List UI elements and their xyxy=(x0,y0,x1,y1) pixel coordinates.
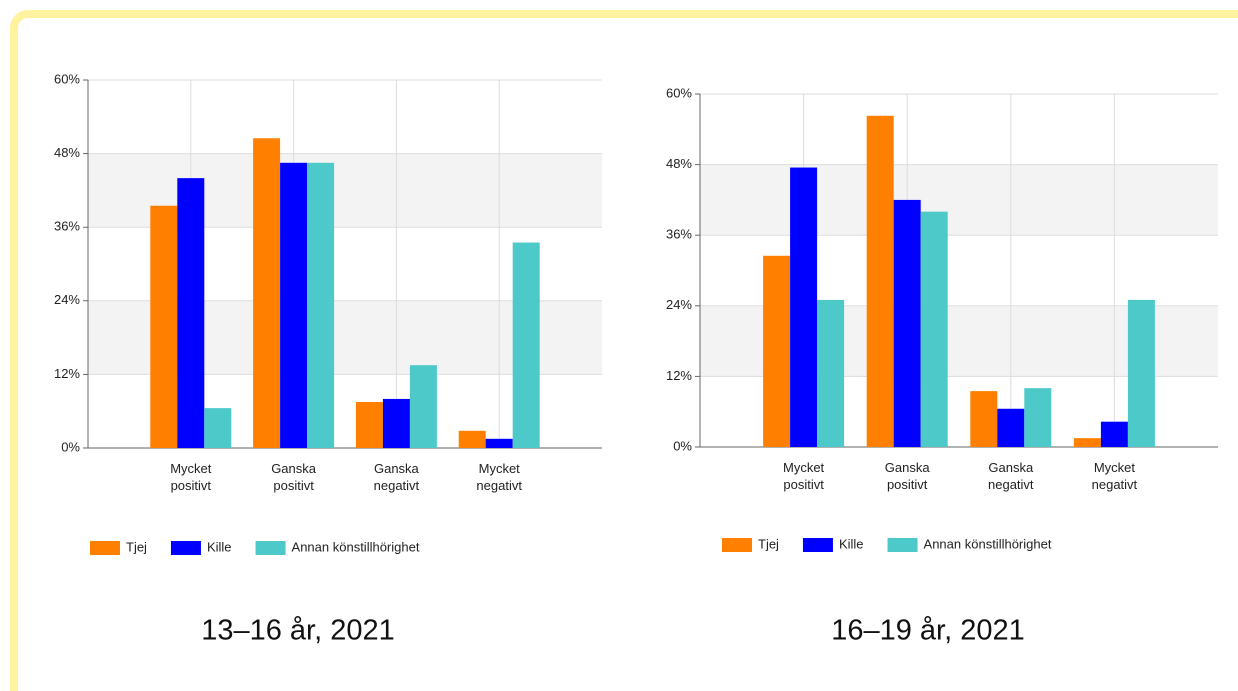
bar xyxy=(920,211,948,447)
legend-label: Annan könstillhörighet xyxy=(924,536,1052,551)
legend-swatch xyxy=(90,541,120,555)
legend-label: Tjej xyxy=(126,539,147,554)
y-tick-label: 60% xyxy=(54,71,80,86)
legend-label: Kille xyxy=(839,536,864,551)
bar xyxy=(458,430,486,448)
bar xyxy=(204,408,232,448)
bar xyxy=(382,398,410,448)
bar xyxy=(1100,421,1128,447)
bar xyxy=(512,242,540,448)
y-tick-label: 0% xyxy=(61,439,80,454)
x-tick-label: Mycket positivt xyxy=(783,460,825,492)
bar xyxy=(307,162,335,449)
legend-label: Annan könstillhörighet xyxy=(292,539,420,554)
bar xyxy=(817,299,845,447)
y-tick-label: 24% xyxy=(54,292,80,307)
bar xyxy=(355,402,383,448)
legend-swatch xyxy=(255,541,286,555)
bar xyxy=(253,138,281,448)
legend-swatch xyxy=(722,538,752,552)
bar xyxy=(866,115,894,447)
frame xyxy=(10,10,1238,691)
bar xyxy=(150,205,178,448)
caption: 13–16 år, 2021 xyxy=(201,615,395,647)
bar xyxy=(997,408,1025,447)
y-tick-label: 60% xyxy=(666,85,692,100)
y-tick-label: 36% xyxy=(666,227,692,242)
x-tick-label: Mycket positivt xyxy=(170,461,212,493)
y-tick-label: 12% xyxy=(54,366,80,381)
x-tick-label: Mycket negativt xyxy=(1092,460,1138,492)
grid-band xyxy=(700,164,1218,236)
bar xyxy=(893,199,921,447)
bar xyxy=(177,178,205,448)
x-tick-label: Ganska positivt xyxy=(271,461,317,493)
legend-swatch xyxy=(887,538,918,552)
legend-swatch xyxy=(802,538,833,552)
bar xyxy=(1024,388,1052,447)
legend-label: Tjej xyxy=(758,536,779,551)
legend-label: Kille xyxy=(207,539,232,554)
x-tick-label: Ganska positivt xyxy=(885,460,931,492)
bar xyxy=(280,162,308,449)
caption: 16–19 år, 2021 xyxy=(831,615,1025,647)
y-tick-label: 36% xyxy=(54,219,80,234)
y-tick-label: 48% xyxy=(666,156,692,171)
bar xyxy=(1073,438,1101,447)
y-tick-label: 48% xyxy=(54,145,80,160)
bar xyxy=(409,365,437,448)
bar xyxy=(485,438,513,448)
y-tick-label: 0% xyxy=(673,438,692,453)
bar xyxy=(1127,299,1155,447)
bar xyxy=(790,167,818,447)
y-tick-label: 12% xyxy=(666,368,692,383)
bar xyxy=(763,255,791,447)
x-tick-label: Mycket negativt xyxy=(476,461,522,493)
y-tick-label: 24% xyxy=(666,297,692,312)
legend-swatch xyxy=(170,541,201,555)
x-tick-label: Ganska negativt xyxy=(374,461,420,493)
x-tick-label: Ganska negativt xyxy=(988,460,1034,492)
bar xyxy=(970,391,998,447)
